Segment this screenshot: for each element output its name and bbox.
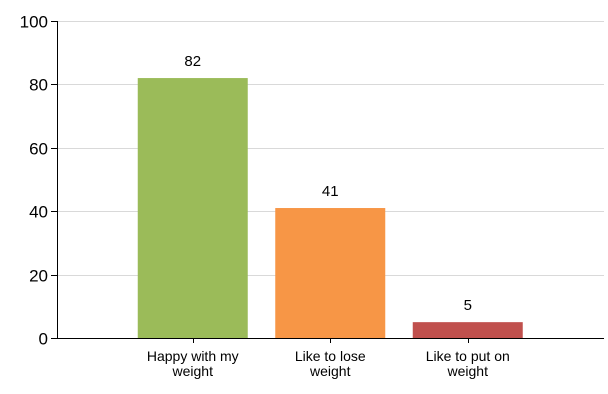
x-tick-label: Like to lose weight: [295, 348, 366, 379]
y-tick-label: 100: [20, 13, 48, 32]
bars: [137, 78, 523, 338]
bar: [137, 78, 248, 338]
axes: [51, 21, 604, 343]
x-tick-label: Happy with my weight: [147, 348, 239, 379]
bar: [275, 208, 386, 338]
y-tick-label: 80: [29, 76, 48, 95]
y-tick-label: 20: [29, 267, 48, 286]
data-label: 82: [184, 53, 201, 70]
labels: 0 20 40 60 80 100 82 Happy with my weight 41 Like …: [20, 13, 510, 380]
x-tick-label: Like to put on weight: [426, 348, 510, 379]
data-label: 41: [322, 183, 339, 200]
y-tick-label: 0: [39, 330, 48, 349]
bar: [412, 322, 523, 338]
y-tick-label: 40: [29, 203, 48, 222]
data-label: 5: [464, 297, 472, 314]
y-tick-label: 60: [29, 140, 48, 159]
